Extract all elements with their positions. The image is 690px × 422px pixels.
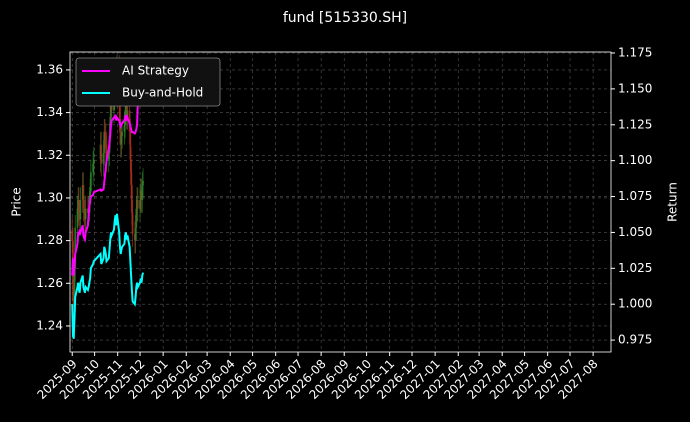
candle-body — [135, 208, 138, 228]
candle-body — [104, 131, 106, 137]
candle-body — [130, 159, 133, 186]
candle-body — [92, 163, 95, 173]
candle-body — [92, 159, 95, 164]
candle-body — [134, 227, 137, 241]
candle-body — [110, 104, 113, 111]
plot-frame — [69, 51, 612, 353]
candle-body — [83, 208, 86, 213]
candle-body — [89, 191, 92, 201]
y2-tick-label: 0.975 — [618, 333, 652, 347]
candle-body — [119, 104, 121, 132]
candle-body — [100, 144, 103, 164]
candle-body — [104, 136, 107, 145]
candle-body — [120, 136, 123, 145]
candle-body — [141, 185, 144, 201]
y-axis-label: Price — [10, 187, 24, 216]
legend-label: Buy-and-Hold — [122, 86, 203, 100]
y-tick-label: 1.34 — [36, 105, 63, 119]
candle-body — [103, 131, 106, 154]
candle-body — [78, 200, 80, 213]
candle-body — [102, 153, 105, 164]
candle-body — [84, 208, 87, 220]
y2-tick-label: 1.150 — [618, 81, 652, 95]
candle-body — [82, 185, 85, 209]
y-tick-label: 1.30 — [36, 190, 63, 204]
candle-body — [76, 208, 79, 228]
candle-body — [131, 212, 134, 235]
y-tick-label: 1.28 — [36, 233, 63, 247]
candle-body — [142, 180, 144, 186]
candle-body — [107, 153, 110, 160]
legend-label: AI Strategy — [122, 64, 189, 78]
y-tick-label: 1.24 — [36, 318, 63, 332]
y-tick-label: 1.32 — [36, 148, 63, 162]
candle-body — [79, 200, 82, 220]
y2-tick-label: 1.125 — [618, 117, 652, 131]
series-line — [71, 213, 144, 339]
legend-box — [75, 57, 221, 107]
y2-tick-label: 1.100 — [618, 153, 652, 167]
candle-body — [139, 200, 141, 209]
y2-tick-label: 1.050 — [618, 225, 652, 239]
candle-body — [136, 200, 139, 209]
y2-tick-label: 1.000 — [618, 297, 652, 311]
y-tick-label: 1.36 — [36, 62, 63, 76]
candle-body — [121, 131, 124, 137]
candle-body — [129, 131, 132, 160]
series-line — [71, 81, 145, 276]
candle-body — [126, 110, 129, 117]
chart-title: fund [515330.SH] — [283, 10, 407, 26]
candle-body — [123, 125, 126, 132]
candle-body — [105, 144, 108, 160]
candle-body — [73, 268, 76, 307]
candle-body — [89, 172, 92, 192]
y2-tick-label: 1.175 — [618, 46, 652, 60]
candle-body — [130, 185, 133, 213]
y2-tick-label: 1.075 — [618, 189, 652, 203]
y2-axis-label: Return — [666, 182, 680, 222]
candle-body — [74, 227, 77, 269]
candle-body — [71, 229, 74, 241]
y2-tick-label: 1.025 — [618, 261, 652, 275]
y-tick-label: 1.26 — [36, 276, 63, 290]
